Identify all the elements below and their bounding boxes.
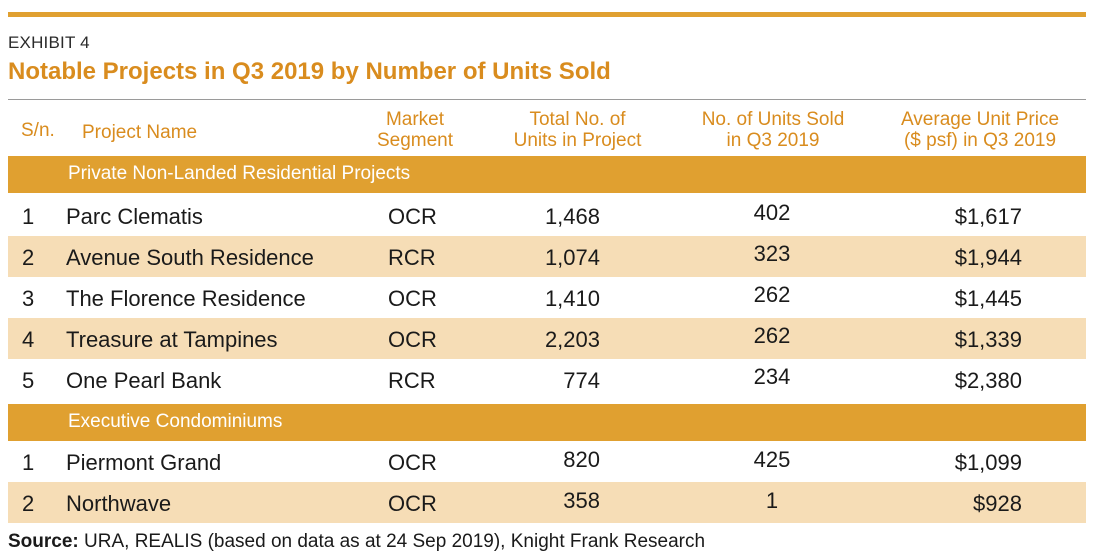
cell-units-sold: 262 <box>753 323 791 348</box>
table-row: 1 Piermont Grand OCR 820 425 $1,099 <box>8 441 1086 482</box>
cell-sn: 4 <box>22 327 35 352</box>
cell-total-units: 1,410 <box>544 286 600 311</box>
cell-project-name: One Pearl Bank <box>66 368 222 393</box>
header-total-units-line2: Units in Project <box>513 130 642 151</box>
table-row: 3 The Florence Residence OCR 1,410 262 $… <box>8 277 1086 318</box>
cell-sn: 5 <box>22 368 35 393</box>
table-row: 4 Treasure at Tampines OCR 2,203 262 $1,… <box>8 318 1086 359</box>
cell-avg-price: $1,617 <box>954 204 1022 229</box>
cell-sn: 2 <box>22 491 35 516</box>
table-row: 2 Avenue South Residence RCR 1,074 323 $… <box>8 236 1086 277</box>
top-accent-rule <box>8 12 1086 17</box>
table-row: 2 Northwave OCR 358 1 $928 <box>8 482 1086 523</box>
header-units-sold-line1: No. of Units Sold <box>701 109 845 130</box>
cell-sn: 1 <box>22 450 35 475</box>
cell-total-units: 820 <box>563 447 600 472</box>
cell-project-name: Piermont Grand <box>66 450 222 475</box>
cell-market-segment: RCR <box>388 368 436 393</box>
cell-market-segment: OCR <box>388 286 437 311</box>
cell-market-segment: OCR <box>388 450 437 475</box>
source-note: Source: URA, REALIS (based on data as at… <box>8 531 705 553</box>
header-units-sold: No. of Units Sold in Q3 2019 <box>678 109 868 151</box>
cell-sn: 1 <box>22 204 35 229</box>
table-row: 1 Parc Clematis OCR 1,468 402 $1,617 <box>8 195 1086 236</box>
header-project-name: Project Name <box>82 122 198 143</box>
cell-project-name: The Florence Residence <box>66 286 306 311</box>
cell-avg-price: $1,099 <box>954 450 1022 475</box>
section-label: Private Non-Landed Residential Projects <box>68 163 411 184</box>
cell-units-sold: 234 <box>753 364 791 389</box>
cell-project-name: Parc Clematis <box>66 204 203 229</box>
source-label: Source: <box>8 531 79 552</box>
cell-total-units: 1,074 <box>544 245 600 270</box>
cell-avg-price: $928 <box>973 491 1022 516</box>
header-total-units: Total No. of Units in Project <box>490 109 665 151</box>
cell-market-segment: OCR <box>388 491 437 516</box>
section-label: Executive Condominiums <box>68 411 283 432</box>
section-band-private: Private Non-Landed Residential Projects <box>8 156 1086 193</box>
cell-avg-price: $2,380 <box>954 368 1022 393</box>
cell-total-units: 2,203 <box>544 327 600 352</box>
header-avg-price-line1: Average Unit Price <box>900 109 1060 130</box>
title-divider <box>8 99 1086 100</box>
header-avg-price: Average Unit Price ($ psf) in Q3 2019 <box>878 109 1082 151</box>
page-title: Notable Projects in Q3 2019 by Number of… <box>8 58 611 85</box>
header-market-segment-line1: Market <box>385 109 445 130</box>
cell-units-sold: 402 <box>753 200 791 225</box>
section-band-ec: Executive Condominiums <box>8 404 1086 441</box>
cell-total-units: 774 <box>563 368 600 393</box>
cell-avg-price: $1,339 <box>954 327 1022 352</box>
cell-market-segment: RCR <box>388 245 436 270</box>
cell-total-units: 358 <box>563 488 600 513</box>
cell-units-sold: 323 <box>753 241 791 266</box>
cell-market-segment: OCR <box>388 204 437 229</box>
cell-avg-price: $1,445 <box>954 286 1022 311</box>
header-units-sold-line2: in Q3 2019 <box>726 130 820 151</box>
cell-project-name: Avenue South Residence <box>66 245 314 270</box>
header-total-units-line1: Total No. of <box>529 109 626 130</box>
exhibit-label: EXHIBIT 4 <box>8 33 90 52</box>
cell-project-name: Northwave <box>66 491 172 516</box>
header-market-segment: Market Segment <box>365 109 465 151</box>
table-row: 5 One Pearl Bank RCR 774 234 $2,380 <box>8 359 1086 400</box>
cell-units-sold: 262 <box>753 282 791 307</box>
header-market-segment-line2: Segment <box>376 130 454 151</box>
cell-units-sold: 1 <box>765 488 779 513</box>
cell-avg-price: $1,944 <box>954 245 1022 270</box>
header-avg-price-line2: ($ psf) in Q3 2019 <box>903 130 1057 151</box>
header-sn: S/n. <box>21 120 55 141</box>
cell-units-sold: 425 <box>753 447 791 472</box>
source-text: URA, REALIS (based on data as at 24 Sep … <box>78 531 706 552</box>
cell-sn: 2 <box>22 245 35 270</box>
cell-sn: 3 <box>22 286 35 311</box>
cell-market-segment: OCR <box>388 327 437 352</box>
cell-project-name: Treasure at Tampines <box>66 327 278 352</box>
cell-total-units: 1,468 <box>544 204 600 229</box>
